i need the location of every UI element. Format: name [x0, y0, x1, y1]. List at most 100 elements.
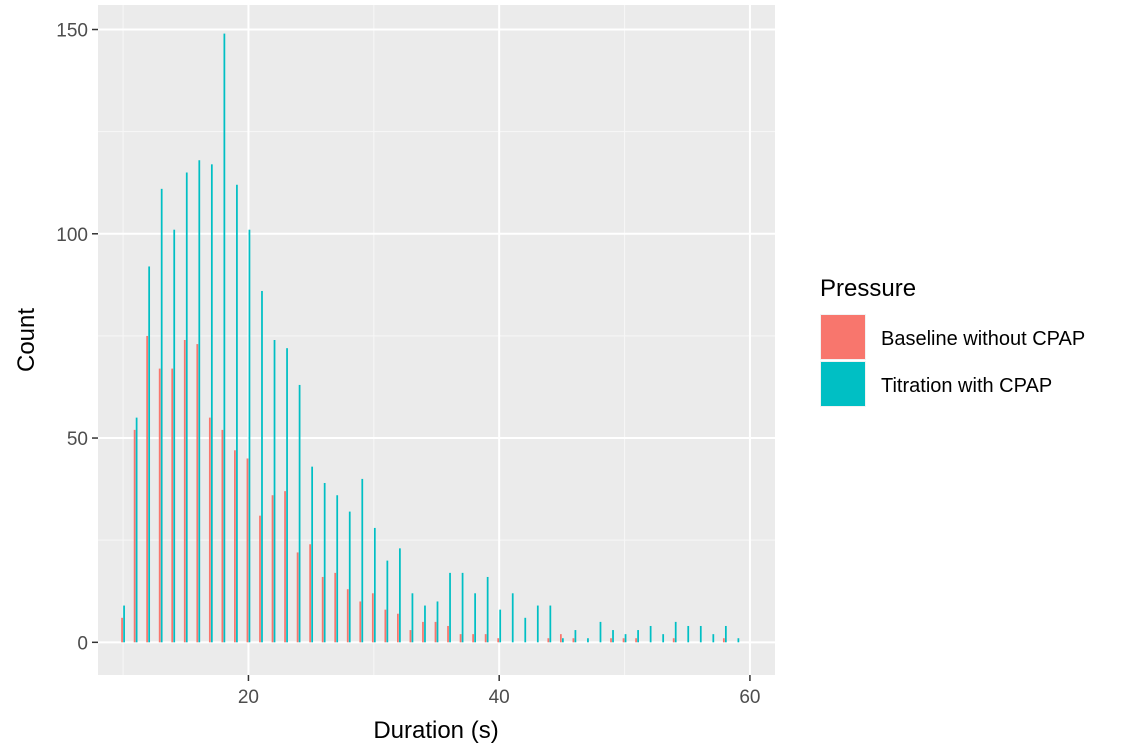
bar-baseline — [146, 336, 148, 642]
legend-label: Baseline without CPAP — [881, 328, 1085, 350]
bar-baseline — [573, 638, 575, 642]
x-tick-label: 60 — [739, 687, 760, 708]
bar-titration — [612, 630, 614, 642]
bar-titration — [575, 630, 577, 642]
bar-baseline — [447, 626, 449, 642]
bar-titration — [236, 185, 238, 643]
y-axis-title: Count — [13, 308, 40, 372]
bar-titration — [412, 593, 414, 642]
x-tick-label: 20 — [238, 687, 259, 708]
bar-baseline — [410, 630, 412, 642]
bar-baseline — [359, 601, 361, 642]
bar-baseline — [397, 614, 399, 643]
bar-baseline — [635, 638, 637, 642]
bar-titration — [336, 495, 338, 642]
bar-baseline — [259, 516, 261, 643]
bar-titration — [524, 618, 526, 643]
bar-titration — [499, 610, 501, 643]
legend-swatch-baseline — [821, 315, 865, 359]
bar-titration — [712, 634, 714, 642]
bar-baseline — [485, 634, 487, 642]
y-tick-label: 150 — [56, 21, 88, 42]
bar-baseline — [497, 638, 499, 642]
bar-baseline — [121, 618, 123, 643]
bar-baseline — [221, 430, 223, 642]
bar-baseline — [134, 430, 136, 642]
legend-swatch-titration — [821, 362, 865, 406]
bar-titration — [687, 626, 689, 642]
bar-titration — [148, 266, 150, 642]
bar-titration — [474, 593, 476, 642]
bar-titration — [650, 626, 652, 642]
bar-baseline — [309, 544, 311, 642]
bar-baseline — [196, 344, 198, 642]
x-axis-title: Duration (s) — [373, 717, 498, 744]
bar-titration — [725, 626, 727, 642]
legend: Pressure Baseline without CPAP Titration … — [820, 275, 1085, 407]
legend-title: Pressure — [820, 275, 916, 302]
bar-titration — [537, 606, 539, 643]
bar-baseline — [297, 552, 299, 642]
bar-titration — [487, 577, 489, 642]
y-tick-label: 50 — [67, 429, 88, 450]
bar-titration — [136, 418, 138, 643]
bar-baseline — [171, 369, 173, 643]
bar-titration — [562, 638, 564, 642]
bar-baseline — [547, 638, 549, 642]
bar-titration — [249, 230, 251, 643]
bar-titration — [437, 601, 439, 642]
bar-titration — [637, 630, 639, 642]
bar-titration — [449, 573, 451, 642]
bar-baseline — [209, 418, 211, 643]
bar-baseline — [234, 450, 236, 642]
bar-titration — [198, 160, 200, 642]
y-tick-label: 100 — [56, 225, 88, 246]
bar-baseline — [272, 495, 274, 642]
bar-baseline — [284, 491, 286, 642]
bar-titration — [625, 634, 627, 642]
bar-titration — [386, 561, 388, 643]
bar-titration — [587, 638, 589, 642]
bar-titration — [675, 622, 677, 642]
bar-baseline — [372, 593, 374, 642]
bar-baseline — [623, 638, 625, 642]
bar-titration — [299, 385, 301, 642]
bar-baseline — [460, 634, 462, 642]
bar-titration — [274, 340, 276, 642]
bar-baseline — [472, 634, 474, 642]
x-tick-label: 40 — [489, 687, 510, 708]
bar-baseline — [560, 634, 562, 642]
bar-titration — [549, 606, 551, 643]
bar-titration — [123, 606, 125, 643]
bar-titration — [738, 638, 740, 642]
y-tick-label: 0 — [77, 633, 88, 654]
bar-titration — [186, 173, 188, 643]
bar-titration — [211, 164, 213, 642]
bar-titration — [311, 467, 313, 643]
bar-baseline — [184, 340, 186, 642]
bar-titration — [324, 483, 326, 642]
bar-titration — [600, 622, 602, 642]
bar-titration — [399, 548, 401, 642]
bar-baseline — [610, 638, 612, 642]
bar-titration — [361, 479, 363, 642]
bar-titration — [512, 593, 514, 642]
legend-label: Titration with CPAP — [881, 375, 1052, 397]
bar-baseline — [435, 622, 437, 642]
bar-titration — [662, 634, 664, 642]
bar-baseline — [322, 577, 324, 642]
bar-baseline — [723, 638, 725, 642]
bar-titration — [173, 230, 175, 643]
bar-titration — [374, 528, 376, 642]
bar-baseline — [384, 610, 386, 643]
bar-baseline — [673, 638, 675, 642]
bar-titration — [286, 348, 288, 642]
bar-titration — [223, 34, 225, 643]
bar-baseline — [347, 589, 349, 642]
bar-titration — [700, 626, 702, 642]
bar-titration — [161, 189, 163, 642]
bar-titration — [349, 512, 351, 643]
bar-baseline — [422, 622, 424, 642]
